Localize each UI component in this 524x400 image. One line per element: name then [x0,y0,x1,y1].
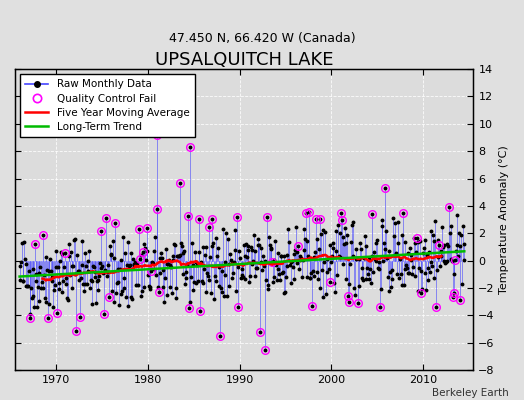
Legend: Raw Monthly Data, Quality Control Fail, Five Year Moving Average, Long-Term Tren: Raw Monthly Data, Quality Control Fail, … [20,74,194,137]
Text: 47.450 N, 66.420 W (Canada): 47.450 N, 66.420 W (Canada) [169,32,355,45]
Title: UPSALQUITCH LAKE: UPSALQUITCH LAKE [155,51,333,69]
Text: Berkeley Earth: Berkeley Earth [432,388,508,398]
Y-axis label: Temperature Anomaly (°C): Temperature Anomaly (°C) [499,145,509,294]
